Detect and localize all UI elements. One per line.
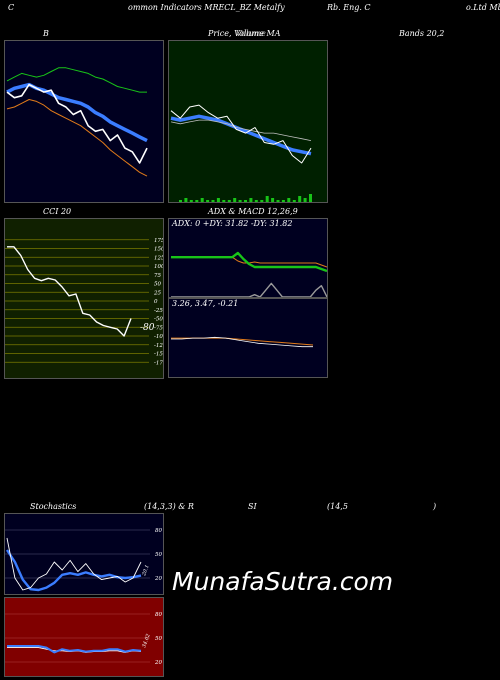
title-stoch-si: SI <box>248 502 257 511</box>
cci-line <box>7 246 132 337</box>
volume-bar <box>233 198 237 202</box>
stoch-tick-label: 80 <box>155 528 162 534</box>
cci-tick-label: 150 <box>154 247 164 253</box>
volume-bar <box>238 200 242 202</box>
title-stoch-mid: (14,3,3) & R <box>144 502 194 511</box>
title-price-volume-overlay: Volume <box>236 29 266 38</box>
cci-tick-label: 175 <box>154 238 164 244</box>
price-ma-gray <box>170 119 312 141</box>
volume-bar <box>189 200 193 202</box>
header-col1: C <box>8 3 15 12</box>
title-price-volume: Price, Volume MA <box>208 29 281 38</box>
price-volume-chart <box>170 104 312 202</box>
volume-bar <box>271 198 275 202</box>
cci-tick-label: -100 <box>154 334 164 340</box>
stoch-d <box>6 537 142 591</box>
title-stoch-left: Stochastics <box>30 502 77 511</box>
volume-bar <box>249 198 253 202</box>
macd-label: 3.26, 3.47, -0.21 <box>172 299 239 308</box>
header-col4: o.Ltd Mb <box>466 3 500 12</box>
volume-bar <box>195 200 199 202</box>
cci-value-label: -80 <box>140 323 155 333</box>
cci-tick-label: -125 <box>154 343 164 349</box>
cci-panel: 175 150 125 100 75 50 25 0 -25 -50 -75 -100 -125 -150… <box>4 218 164 379</box>
cci-tick-label: 100 <box>154 264 164 270</box>
price-close <box>170 104 312 164</box>
stoch-k <box>5 549 142 592</box>
volume-bar <box>179 200 182 202</box>
macd-signal <box>171 337 314 346</box>
price-ma-blue <box>170 114 312 156</box>
volume-bar <box>260 200 264 202</box>
rsi-chart: 80 50 20 34.02 <box>5 612 162 666</box>
title-cci: CCI 20 <box>43 207 72 216</box>
volume-bar <box>265 196 269 202</box>
title-stoch-close: ) <box>433 502 437 511</box>
rsi-tick-label: 80 <box>155 612 162 618</box>
adx-plus-dy <box>171 251 327 273</box>
title-adx-macd: ADX & MACD 12,26,9 <box>208 207 298 216</box>
macd-panel <box>168 298 328 378</box>
volume-bar <box>244 200 247 202</box>
bollinger-series-1 <box>6 67 147 93</box>
volume-bar <box>292 200 296 202</box>
rsi-tick-label: 50 <box>155 636 162 642</box>
cci-tick-label: 75 <box>154 273 161 279</box>
volume-bar <box>303 198 307 202</box>
cci-tick-label: -75 <box>154 325 163 331</box>
price-volume-panel <box>168 40 328 203</box>
cci-tick-label: -50 <box>154 317 163 323</box>
volume-bar <box>298 196 302 202</box>
adx-chart <box>171 251 327 297</box>
bollinger-series-2 <box>6 99 148 177</box>
rsi-panel: 80 50 20 34.02 <box>4 597 164 677</box>
volume-bar <box>200 198 204 202</box>
cci-tick-label: -175 <box>154 360 164 366</box>
volume-bar <box>222 200 226 202</box>
stochastics-panel: 80 50 20 20.1 <box>4 513 164 595</box>
header-col3: Rb. Eng. C <box>327 3 371 12</box>
bollinger-panel <box>4 40 164 203</box>
cci-tick-label: 25 <box>153 290 161 296</box>
rsi-tick-label: 20 <box>154 660 162 666</box>
volume-bar <box>211 200 215 202</box>
volume-bar <box>216 198 220 202</box>
bollinger-chart <box>6 67 148 177</box>
cci-tick-label: -150 <box>154 352 164 358</box>
volume-bar <box>227 200 231 202</box>
volume-bar <box>254 200 258 202</box>
macd-line <box>171 336 313 348</box>
adx-panel <box>168 218 328 298</box>
cci-tick-label: -25 <box>154 308 163 314</box>
macd-chart <box>171 336 314 348</box>
volume-bar <box>276 200 280 202</box>
title-stoch-params: (14,5 <box>327 502 348 511</box>
adx-line <box>171 282 327 297</box>
title-bollinger-left: B <box>43 29 49 38</box>
stoch-tick-label: 50 <box>155 552 162 558</box>
header-col2: ommon Indicators MRECL_BZ Metalfy <box>128 3 285 12</box>
volume-bar <box>206 200 210 202</box>
volume-bar <box>184 198 188 202</box>
volume-bar <box>309 194 312 202</box>
volume-bar <box>287 198 291 202</box>
bollinger-series-3 <box>6 83 148 164</box>
title-bands: Bands 20,2 <box>399 29 445 38</box>
cci-tick-label: 0 <box>154 299 158 305</box>
adx-minus-dy <box>171 256 327 268</box>
cci-chart: 175 150 125 100 75 50 25 0 -25 -50 -75 -100 -125 -150… <box>5 238 164 366</box>
cci-tick-label: 125 <box>154 255 164 261</box>
adx-label: ADX: 0 +DY: 31.82 -DY: 31.82 <box>172 219 293 228</box>
cci-tick-label: 50 <box>154 282 161 288</box>
rsi-line <box>7 645 142 654</box>
volume-bar <box>281 200 285 202</box>
stoch-value-label: 20.1 <box>141 564 151 577</box>
watermark: MunafaSutra.com <box>172 567 394 596</box>
rsi-value-label: 34.02 <box>141 633 152 649</box>
stoch-tick-label: 20 <box>154 576 162 582</box>
